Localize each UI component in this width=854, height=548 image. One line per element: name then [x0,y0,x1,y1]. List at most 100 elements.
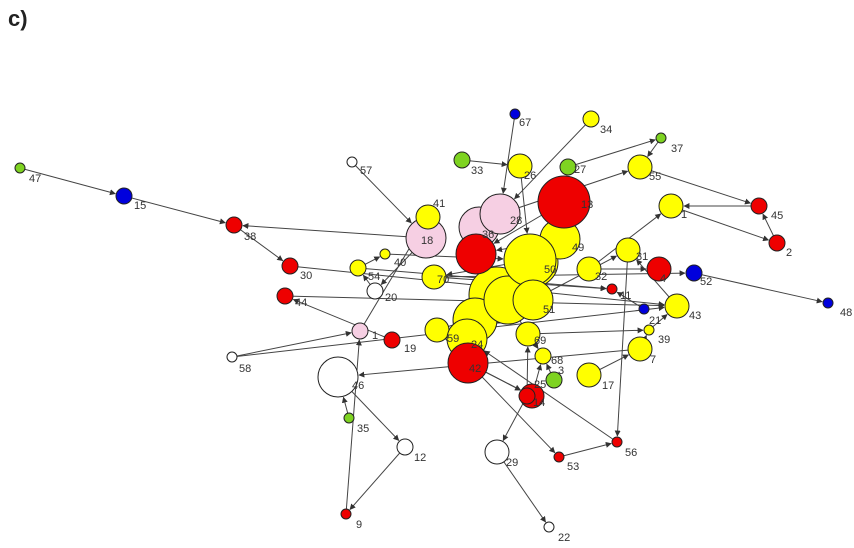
node-58 [226,351,238,363]
node-35 [343,412,355,424]
node-label: 15 [134,200,146,212]
node-38 [225,216,243,234]
node-label: 25 [534,379,546,391]
panel-label: c) [8,6,28,31]
edge [500,113,516,194]
node-11 [606,283,618,295]
edge [123,195,226,225]
node-1 [351,322,369,340]
node-label: 12 [414,452,426,464]
edge [514,118,592,200]
node-label: 29 [506,457,518,469]
node-label: 68 [551,355,563,367]
node-41 [415,204,441,230]
node-34 [582,110,600,128]
node-label: 54 [368,271,380,283]
node-label: 4 [660,273,666,285]
node-31 [615,237,641,263]
edge [614,249,629,437]
node-68 [534,347,552,365]
node-label: 1 [681,209,687,221]
node-label: 49 [572,242,584,254]
node-54 [349,259,367,277]
node-4 [646,256,672,282]
node-51 [512,279,554,321]
node-17 [576,362,602,388]
node-28 [479,193,521,235]
node-label: 35 [357,423,369,435]
node-3 [545,371,563,389]
node-label: 46 [352,380,364,392]
node-29 [484,439,510,465]
node-1 [658,193,684,219]
edge [358,348,641,378]
node-label: 41 [433,198,445,210]
node-label: 2 [786,247,792,259]
node-52 [685,264,703,282]
node-59 [424,317,450,343]
node-label: 38 [244,231,256,243]
node-label: 28 [510,215,522,227]
node-label: 17 [602,380,614,392]
node-label: 43 [689,310,701,322]
node-label: 42 [469,363,481,375]
node-label: 22 [558,532,570,544]
edge [231,330,352,358]
nodes [14,108,834,533]
node-33 [453,151,471,169]
edge [351,161,412,224]
node-27 [559,158,577,176]
edge [496,451,546,523]
node-55 [627,154,653,180]
node-label: 9 [356,519,362,531]
node-37 [655,132,667,144]
node-label: 19 [404,343,416,355]
node-label: 50 [544,264,556,276]
node-48 [822,297,834,309]
node-57 [346,156,358,168]
node-26 [507,153,533,179]
node-14 [518,387,536,405]
node-39 [643,324,655,336]
node-15 [115,187,133,205]
node-label: 31 [636,251,648,263]
node-label: 3 [558,365,564,377]
node-label: 69 [534,335,546,347]
node-label: 7 [650,354,656,366]
node-label: 51 [543,304,555,316]
edge [345,339,362,515]
node-label: 33 [471,165,483,177]
node-22 [543,521,555,533]
node-19 [383,331,401,349]
node-46 [317,356,359,398]
edge [483,350,618,443]
node-label: 48 [840,307,852,319]
node-2 [768,234,786,252]
node-40 [379,248,391,260]
edge [19,167,116,196]
node-50 [503,233,557,287]
node-label: 58 [239,363,251,375]
node-label: 20 [385,292,397,304]
edge [567,138,656,168]
node-label: 14 [533,397,545,409]
node-13 [537,175,591,229]
node-56 [611,436,623,448]
edge [527,327,644,335]
node-label: 39 [658,334,670,346]
edge [693,272,823,304]
node-label: 59 [447,333,459,345]
node-label: 52 [700,276,712,288]
edge [349,446,406,510]
node-label: 34 [600,124,612,136]
node-7 [627,336,653,362]
node-20 [366,282,384,300]
node-label: 1 [372,330,378,342]
node-label: 44 [295,297,307,309]
node-label: 11 [620,290,631,302]
node-53 [553,451,565,463]
node-label: 45 [771,210,783,222]
node-36 [455,233,497,275]
edge [670,205,770,242]
node-67 [509,108,521,120]
